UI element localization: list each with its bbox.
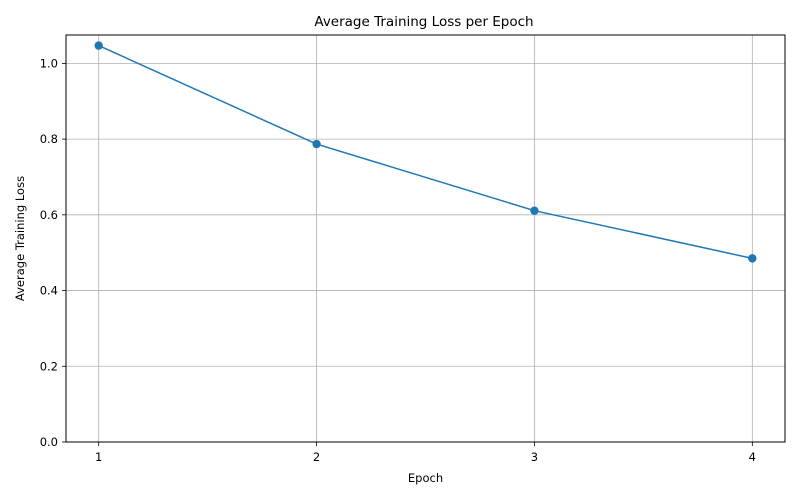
- x-tick-label: 2: [313, 450, 320, 464]
- x-tick-label: 4: [749, 450, 756, 464]
- y-tick-label: 0.4: [40, 284, 58, 298]
- data-point: [530, 206, 539, 215]
- y-axis-label: Average Training Loss: [13, 176, 27, 301]
- axis-ticks: 1 2 3 4 0.0 0.2 0.4 0.6 0.8 1.0: [40, 56, 756, 464]
- y-tick-label: 1.0: [40, 56, 58, 70]
- data-point: [94, 41, 103, 50]
- data-point: [312, 139, 321, 149]
- y-tick-label: 0.8: [40, 132, 58, 146]
- x-tick-label: 1: [95, 450, 102, 464]
- grid: [66, 35, 785, 443]
- y-tick-label: 0.6: [40, 208, 58, 222]
- plot-area: [65, 34, 786, 443]
- x-axis-label: Epoch: [408, 471, 443, 485]
- y-tick-label: 0.2: [40, 359, 58, 373]
- chart-title: Average Training Loss per Epoch: [314, 14, 533, 30]
- x-tick-label: 3: [531, 450, 538, 464]
- series-group: [94, 41, 757, 263]
- data-point: [748, 254, 757, 263]
- series-line: [98, 44, 753, 260]
- y-tick-label: 0.0: [40, 435, 58, 449]
